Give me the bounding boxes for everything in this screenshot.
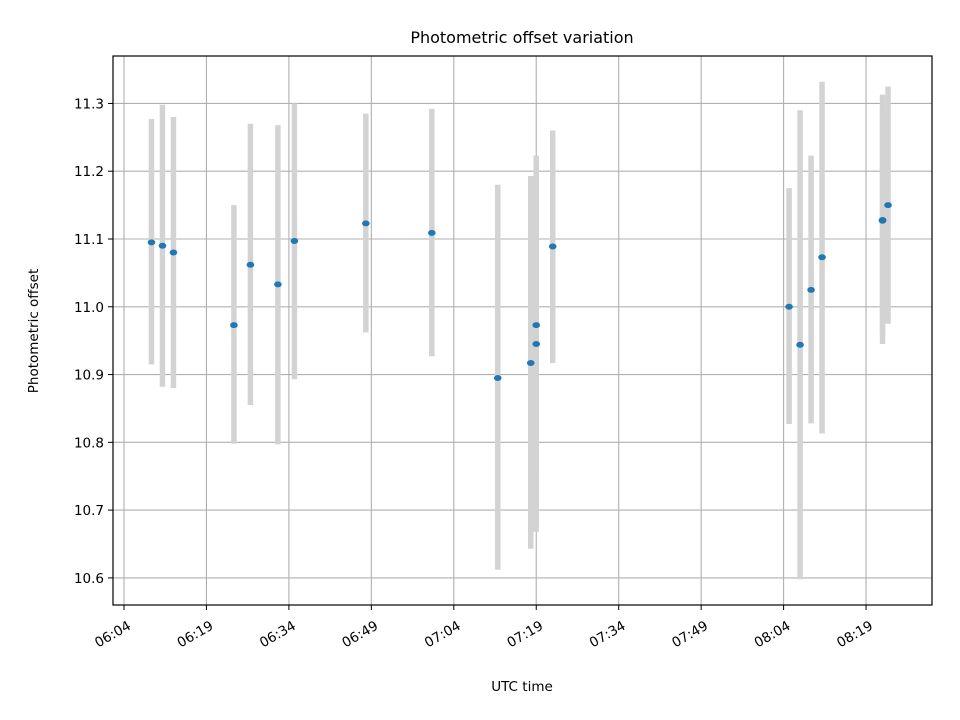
data-point: [246, 261, 255, 268]
grid: [113, 56, 932, 605]
y-tick-label: 10.8: [74, 435, 104, 451]
y-axis-label: Photometric offset: [26, 269, 42, 393]
data-point: [818, 254, 826, 261]
data-point: [147, 239, 156, 246]
plot-frame: [112, 55, 933, 606]
y-tick-label: 11.2: [74, 164, 104, 180]
data-point: [290, 238, 299, 245]
data-point: [428, 229, 436, 236]
y-tick-label: 10.7: [74, 503, 104, 519]
y-tick-label: 11.1: [74, 232, 104, 248]
y-tick-label: 10.6: [74, 571, 104, 587]
data-point: [169, 249, 178, 256]
y-axis: 10.6 10.7 10.8 10.9 11.0 11.1 11.2 11.3: [74, 96, 113, 587]
data-point: [548, 243, 557, 250]
data-point: [493, 374, 502, 381]
data-points: [147, 202, 892, 381]
data-point: [884, 202, 892, 209]
data-point: [785, 303, 793, 310]
data-point: [526, 360, 535, 367]
data-point: [362, 220, 370, 227]
y-tick-label: 11.0: [74, 300, 104, 316]
data-point: [274, 281, 282, 288]
x-axis-label: UTC time: [491, 679, 553, 695]
data-point: [532, 341, 541, 348]
data-point: [807, 286, 815, 293]
y-tick-label: 11.3: [74, 96, 104, 112]
y-tick-label: 10.9: [74, 368, 104, 384]
data-point: [158, 242, 167, 249]
chart-title: Photometric offset variation: [410, 28, 633, 47]
data-point: [796, 341, 804, 348]
data-point: [878, 217, 887, 224]
data-point: [532, 322, 541, 329]
data-point: [230, 322, 238, 329]
